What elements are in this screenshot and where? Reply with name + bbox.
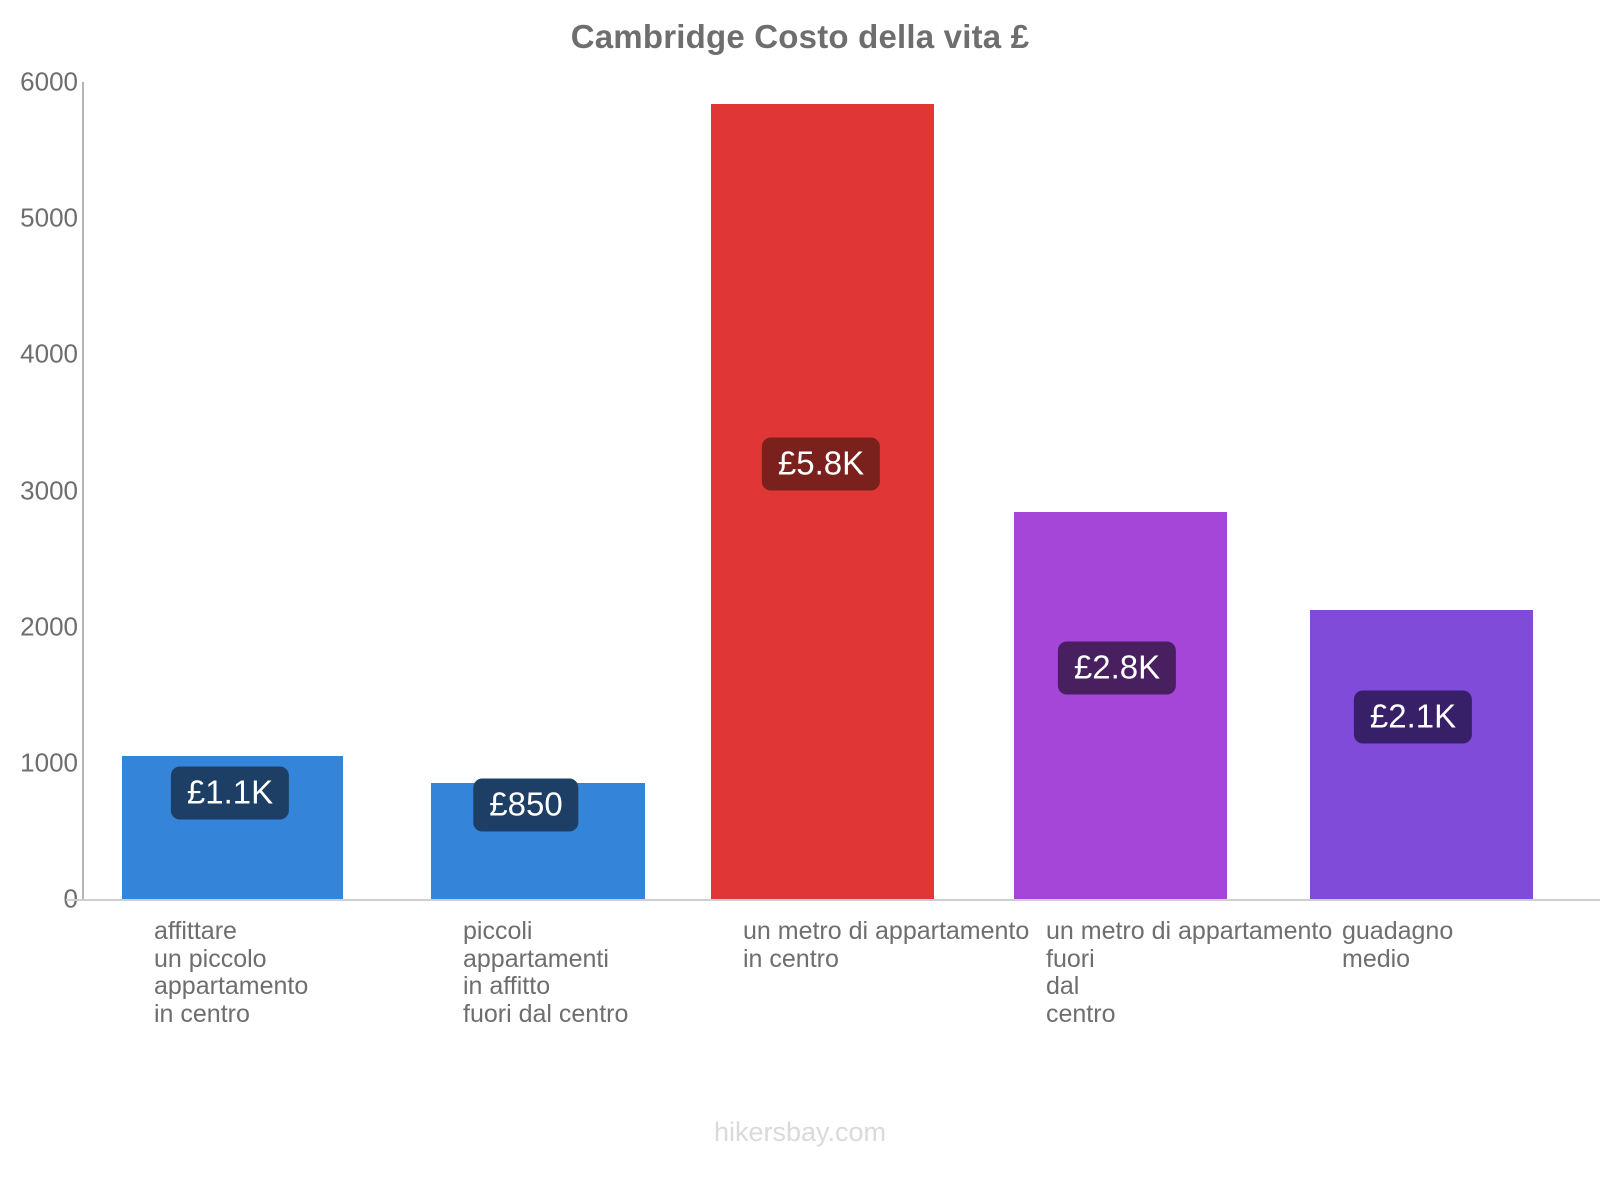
y-axis-tick-label: 2000 bbox=[20, 611, 78, 642]
y-axis-tick-label: 3000 bbox=[20, 475, 78, 505]
bar-value-label: £1.1K bbox=[170, 766, 290, 820]
category-label: piccoli appartamenti in affitto fuori da… bbox=[463, 917, 629, 1028]
chart-title: Cambridge Costo della vita £ bbox=[570, 18, 1030, 55]
category-label: un metro di appartamento in centro bbox=[743, 917, 1030, 973]
bar-value-label: £850 bbox=[473, 778, 579, 832]
category-labels: affittare un piccolo appartamento in cen… bbox=[0, 917, 1600, 1048]
bar-value-label: £2.8K bbox=[1057, 641, 1177, 695]
y-axis-line bbox=[82, 82, 84, 899]
y-axis-tick-labels: 0 1000 2000 3000 4000 5000 6000 bbox=[0, 0, 78, 1200]
y-axis-tick-label: 1000 bbox=[20, 747, 78, 778]
category-label: un metro di appartamento fuori dal centr… bbox=[1046, 917, 1333, 1028]
source-credit: hikersbay.com bbox=[713, 1117, 887, 1147]
bar-value-label: £5.8K bbox=[761, 437, 881, 491]
category-label: affittare un piccolo appartamento in cen… bbox=[154, 917, 309, 1028]
y-axis-tick-label: 4000 bbox=[20, 338, 78, 369]
y-axis-tick-label: 6000 bbox=[20, 66, 78, 97]
bars-layer: £1.1K £850 £5.8K £2.8K £2.1K bbox=[0, 82, 1600, 899]
bar[interactable] bbox=[711, 103, 934, 899]
y-axis-tick-label: 0 bbox=[4, 884, 78, 915]
bar-value-label: £2.1K bbox=[1353, 690, 1473, 744]
x-axis-baseline bbox=[66, 899, 1600, 901]
bar[interactable] bbox=[1014, 512, 1227, 899]
bar[interactable] bbox=[1310, 610, 1533, 899]
category-label: guadagno medio bbox=[1342, 917, 1454, 973]
y-axis-tick-label: 5000 bbox=[20, 202, 78, 233]
